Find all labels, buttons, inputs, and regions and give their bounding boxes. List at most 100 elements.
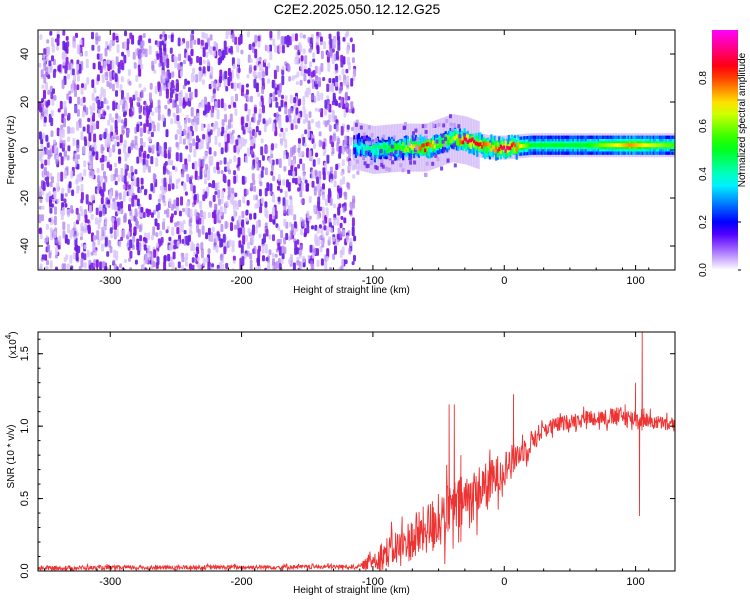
ridge-cell [491,145,495,149]
ridge-cell [405,145,408,150]
noise-cell [224,134,228,144]
noise-cell [231,135,235,144]
ridge-cell [506,145,509,150]
ridge-cell [662,143,665,148]
noise-cell [38,131,42,140]
noise-cell [316,213,320,220]
noise-cell [298,249,302,259]
ridge-cell [369,142,372,151]
noise-cell [134,135,138,146]
noise-cell [132,175,136,180]
noise-cell [247,228,251,234]
ridge-cell [383,144,386,149]
noise-cell [175,184,179,189]
noise-cell [137,250,141,256]
ridge-cell [547,143,550,148]
ridge-cell [389,143,392,148]
noise-cell [253,106,257,114]
noise-cell [255,60,259,67]
noise-cell [236,44,240,53]
noise-cell [70,230,74,236]
noise-cell [315,35,319,43]
y-tick-label: 40 [19,48,31,60]
noise-cell [338,74,342,81]
ridge-blob [442,148,446,153]
noise-cell [297,164,301,169]
noise-cell [220,98,224,109]
noise-cell [163,60,167,67]
ridge-blob [443,143,447,148]
noise-cell [162,194,166,203]
noise-cell [136,177,140,188]
noise-cell [214,191,218,195]
ridge-cell [402,144,405,152]
noise-cell [106,251,110,257]
noise-cell [235,139,239,146]
noise-cell [202,47,206,58]
noise-cell [39,187,42,197]
noise-cell [155,232,159,237]
noise-cell [83,104,87,111]
noise-cell [53,144,57,155]
noise-cell [41,111,45,117]
ridge-cell [365,147,368,152]
ridge-cell [372,148,375,157]
ridge-cell [583,143,586,148]
noise-cell [228,119,231,129]
ridge-cell [484,142,487,147]
ridge-cell [595,143,599,148]
ridge-cell [357,139,361,152]
noise-cell [80,209,84,217]
noise-cell [351,261,355,266]
noise-cell [99,261,103,270]
noise-cell [279,133,282,138]
spectrogram-noise [38,30,357,270]
ridge-blob [365,164,369,169]
noise-cell [327,51,330,58]
noise-cell [120,119,124,124]
noise-cell [278,83,282,93]
noise-cell [314,224,318,231]
ridge-cell [632,143,635,148]
noise-cell [174,102,178,108]
noise-cell [199,171,203,180]
noise-cell [161,83,165,91]
noise-cell [38,62,42,68]
ridge-blob [385,166,389,171]
ridge-cell [670,143,673,148]
ridge-cell [561,143,564,148]
noise-cell [277,174,281,182]
noise-cell [124,102,128,112]
ridge-cell [386,141,389,150]
noise-cell [323,41,327,50]
noise-cell [189,208,193,218]
noise-cell [49,181,53,188]
noise-cell [314,169,318,176]
noise-cell [55,246,58,256]
spectrogram-ridge [353,114,675,178]
ridge-cell [361,146,364,155]
noise-cell [155,204,159,212]
noise-cell [200,248,204,259]
noise-cell [245,209,249,216]
noise-cell [67,223,70,234]
ridge-cell [523,143,526,148]
noise-cell [269,190,273,195]
ridge-blob [387,155,391,160]
noise-cell [192,185,196,194]
noise-cell [124,258,127,263]
noise-cell [217,127,221,137]
noise-cell [268,249,272,256]
noise-cell [177,261,181,269]
noise-cell [93,259,97,268]
noise-cell [284,105,288,115]
noise-cell [265,145,269,154]
noise-cell [306,224,310,234]
ridge-cell [394,142,397,147]
noise-cell [39,115,43,120]
noise-cell [274,210,278,220]
noise-cell [233,170,237,176]
noise-cell [290,223,294,233]
noise-cell [129,267,133,270]
noise-cell [138,114,142,120]
